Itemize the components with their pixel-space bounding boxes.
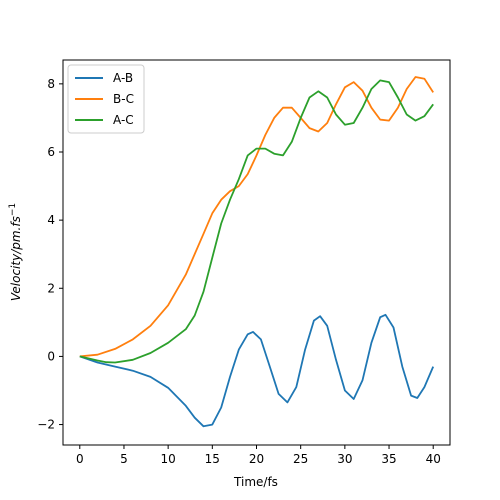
legend: A-B B-C A-C (67, 64, 145, 134)
x-tick-label: 15 (205, 452, 220, 466)
y-tick-label: 6 (47, 145, 55, 159)
legend-label-a-b: A-B (113, 71, 133, 85)
y-axis-label-main: Velocity/pm.fs (9, 216, 23, 301)
y-tick-label: 8 (47, 77, 55, 91)
x-axis-ticks: 0 5 10 15 20 25 30 35 40 (76, 445, 441, 466)
series-line-a-b (79, 313, 435, 428)
legend-box (67, 64, 145, 134)
series-line-b-c (79, 76, 434, 358)
x-axis-label: Time/fs (233, 475, 278, 489)
x-tick-label: 35 (381, 452, 396, 466)
y-tick-label: 0 (47, 349, 55, 363)
x-tick-label: 0 (76, 452, 84, 466)
x-tick-label: 30 (337, 452, 352, 466)
x-tick-label: 5 (120, 452, 128, 466)
x-tick-label: 20 (249, 452, 264, 466)
x-tick-label: 10 (161, 452, 176, 466)
y-tick-label: −2 (37, 418, 55, 432)
plot-lines (79, 76, 435, 428)
legend-label-a-c: A-C (113, 113, 134, 127)
y-axis-ticks: −2 0 2 4 6 8 (37, 77, 63, 432)
x-tick-label: 25 (293, 452, 308, 466)
y-axis-label: Velocity/pm.fs−1 (8, 203, 23, 301)
x-tick-label: 40 (426, 452, 441, 466)
y-tick-label: 4 (47, 213, 55, 227)
y-tick-label: 2 (47, 281, 55, 295)
legend-label-b-c: B-C (113, 92, 134, 106)
y-axis-label-exponent: −1 (8, 203, 18, 216)
series-line-a-c (79, 79, 434, 364)
